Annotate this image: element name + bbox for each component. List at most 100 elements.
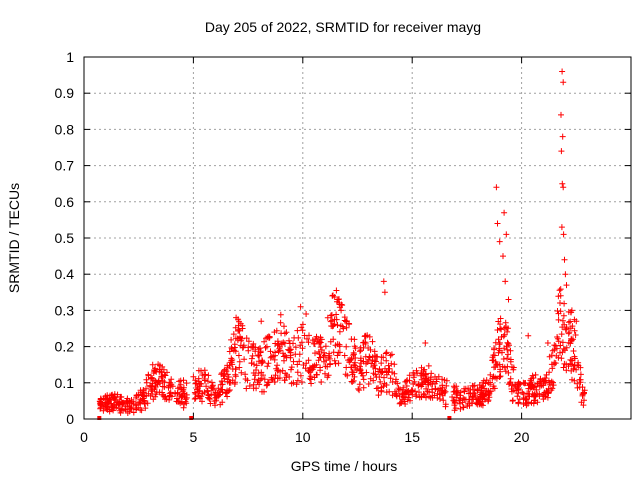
data-point	[224, 371, 231, 378]
data-point	[297, 303, 304, 310]
data-point	[399, 391, 406, 398]
data-point	[259, 388, 265, 395]
data-point	[548, 352, 555, 359]
data-point	[145, 372, 152, 379]
data-point	[265, 360, 272, 367]
y-tick-label: 0.7	[55, 158, 75, 174]
chart-title: Day 205 of 2022, SRMTID for receiver may…	[205, 19, 481, 35]
data-point	[549, 385, 556, 392]
data-point	[359, 372, 366, 379]
data-point	[97, 401, 104, 408]
data-point	[525, 399, 531, 406]
data-point	[272, 372, 279, 379]
data-point	[371, 362, 378, 369]
data-point	[104, 400, 111, 407]
data-point	[290, 340, 296, 347]
data-point	[324, 363, 331, 370]
data-point	[487, 381, 494, 388]
data-point	[496, 339, 503, 346]
data-point	[327, 318, 334, 325]
data-point	[521, 380, 528, 387]
data-point	[560, 364, 567, 371]
data-point	[536, 393, 543, 400]
data-point	[367, 346, 374, 353]
data-point	[502, 319, 509, 326]
data-point	[502, 368, 509, 375]
data-point	[371, 348, 378, 355]
data-point	[232, 373, 239, 380]
data-point	[277, 368, 284, 375]
data-point	[489, 357, 496, 364]
data-point	[557, 349, 563, 356]
data-point	[220, 373, 227, 380]
x-tick-label: 10	[295, 429, 311, 445]
data-point	[415, 382, 422, 389]
data-point	[211, 398, 218, 405]
data-point	[543, 387, 550, 394]
data-point	[457, 405, 464, 412]
data-point	[333, 287, 340, 294]
y-tick-label: 0.4	[55, 266, 75, 282]
data-point	[321, 358, 327, 365]
data-point	[383, 382, 390, 388]
data-point	[423, 385, 430, 392]
data-point	[122, 403, 129, 410]
data-point	[504, 346, 511, 353]
data-point	[303, 311, 310, 317]
data-point	[397, 386, 403, 393]
data-point	[232, 348, 239, 355]
data-point	[306, 367, 313, 373]
data-point	[111, 394, 118, 401]
data-point	[402, 378, 409, 385]
data-point	[501, 331, 508, 338]
data-point	[299, 327, 306, 334]
data-point	[347, 357, 354, 364]
x-axis-label: GPS time / hours	[291, 458, 398, 474]
axis-ticks: 00.10.20.30.40.50.60.70.80.910 5 10 15 20	[55, 49, 631, 445]
data-point	[413, 393, 419, 400]
data-point	[452, 405, 459, 412]
data-point	[558, 111, 564, 118]
data-point	[395, 387, 402, 393]
data-point	[258, 318, 265, 325]
data-point	[156, 389, 163, 396]
data-point	[249, 352, 256, 359]
data-point	[377, 368, 384, 375]
data-point	[504, 355, 511, 362]
data-point	[560, 184, 567, 191]
data-point	[504, 339, 511, 346]
data-point	[213, 394, 220, 401]
data-point	[453, 394, 460, 401]
data-point	[240, 344, 247, 351]
data-point	[281, 357, 287, 364]
data-point	[261, 338, 268, 345]
data-point	[281, 323, 287, 330]
data-point	[461, 385, 468, 392]
data-point	[477, 389, 484, 396]
data-point	[495, 336, 502, 343]
data-point	[509, 382, 516, 389]
data-point	[333, 311, 340, 318]
data-point	[513, 387, 520, 394]
data-point	[294, 377, 301, 384]
data-point	[503, 231, 510, 238]
data-point	[262, 344, 269, 351]
grid-lines	[84, 57, 631, 419]
data-point	[351, 336, 358, 343]
data-point	[110, 395, 117, 401]
data-point	[412, 388, 419, 395]
data-point	[568, 336, 575, 343]
data-point	[309, 337, 316, 344]
data-point	[421, 391, 428, 398]
data-point	[453, 388, 460, 395]
data-point	[543, 377, 549, 384]
data-point	[212, 402, 218, 409]
data-point	[376, 374, 383, 380]
data-point	[477, 400, 484, 407]
data-point	[166, 379, 173, 386]
data-point	[380, 278, 387, 285]
data-point	[480, 379, 487, 386]
data-point	[360, 376, 367, 383]
data-point	[255, 358, 262, 365]
data-point	[236, 358, 243, 365]
